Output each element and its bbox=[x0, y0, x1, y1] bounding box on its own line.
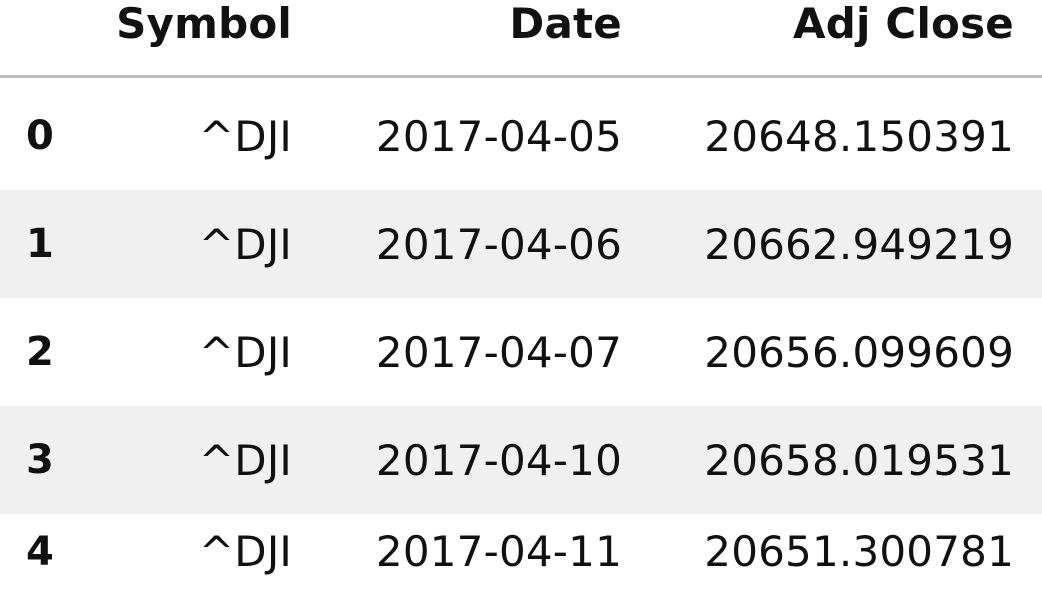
cell-symbol: ^DJI bbox=[198, 327, 292, 377]
table-row: 1 ^DJI 2017-04-06 20662.949219 bbox=[0, 190, 1042, 298]
cell-symbol: ^DJI bbox=[198, 527, 292, 576]
column-header-adj-close: Adj Close bbox=[793, 0, 1014, 48]
table-row: 4 ^DJI 2017-04-11 20651.300781 bbox=[0, 514, 1042, 589]
cell-adj-close: 20662.949219 bbox=[704, 219, 1014, 269]
cell-date: 2017-04-05 bbox=[375, 111, 622, 161]
row-index: 1 bbox=[26, 221, 55, 267]
cell-symbol: ^DJI bbox=[198, 219, 292, 269]
cell-symbol: ^DJI bbox=[198, 435, 292, 485]
table-header-row: Symbol Date Adj Close bbox=[0, 0, 1042, 78]
cell-date: 2017-04-07 bbox=[375, 327, 622, 377]
row-index: 2 bbox=[26, 329, 55, 375]
row-index: 3 bbox=[26, 437, 55, 483]
cell-adj-close: 20656.099609 bbox=[704, 327, 1014, 377]
table-row: 0 ^DJI 2017-04-05 20648.150391 bbox=[0, 82, 1042, 190]
index-header bbox=[26, 0, 86, 60]
table-row: 3 ^DJI 2017-04-10 20658.019531 bbox=[0, 406, 1042, 514]
column-header-symbol: Symbol bbox=[116, 0, 292, 48]
cell-adj-close: 20658.019531 bbox=[704, 435, 1014, 485]
cell-adj-close: 20651.300781 bbox=[704, 527, 1014, 576]
cell-adj-close: 20648.150391 bbox=[704, 111, 1014, 161]
row-index: 4 bbox=[26, 528, 55, 575]
column-header-date: Date bbox=[509, 0, 622, 48]
cell-date: 2017-04-06 bbox=[375, 219, 622, 269]
row-index: 0 bbox=[26, 113, 55, 159]
cell-date: 2017-04-10 bbox=[375, 435, 622, 485]
table-row: 2 ^DJI 2017-04-07 20656.099609 bbox=[0, 298, 1042, 406]
cell-symbol: ^DJI bbox=[198, 111, 292, 161]
cell-date: 2017-04-11 bbox=[375, 527, 622, 576]
